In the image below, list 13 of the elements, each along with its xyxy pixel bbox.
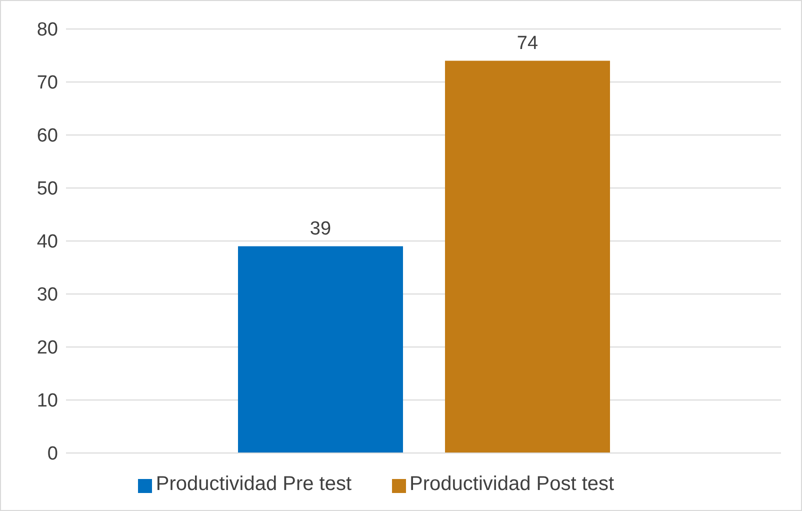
y-tick-label: 80: [36, 20, 58, 41]
data-label: 39: [310, 218, 332, 240]
y-tick-label: 30: [36, 284, 58, 306]
y-tick-label: 40: [36, 232, 58, 253]
legend-label: Productividad Post test: [410, 473, 614, 495]
y-tick-label: 50: [36, 178, 58, 200]
y-tick-label: 60: [36, 126, 58, 147]
data-label: 74: [516, 32, 538, 54]
y-tick-label: 20: [36, 338, 58, 359]
y-tick-label: 10: [36, 390, 58, 412]
legend-label: Productividad Pre test: [156, 473, 352, 495]
y-tick-label: 70: [36, 72, 58, 94]
y-tick-label: 0: [47, 444, 58, 465]
